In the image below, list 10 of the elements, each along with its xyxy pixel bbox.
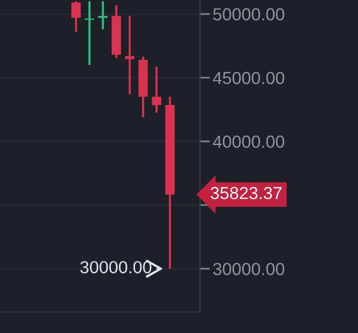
y-tick-label: 50000.00	[213, 8, 284, 20]
candlestick	[125, 14, 134, 96]
candlestick	[98, 0, 108, 30]
y-tick-label: 40000.00	[212, 136, 284, 148]
y-tick-label: 30000.00	[213, 262, 284, 276]
text: 35823.37	[210, 186, 282, 200]
candlestick	[152, 66, 162, 114]
candlestick	[71, 0, 81, 33]
annotation: 30000.00	[80, 261, 152, 274]
y-tick-label: 45000.00	[212, 72, 284, 84]
